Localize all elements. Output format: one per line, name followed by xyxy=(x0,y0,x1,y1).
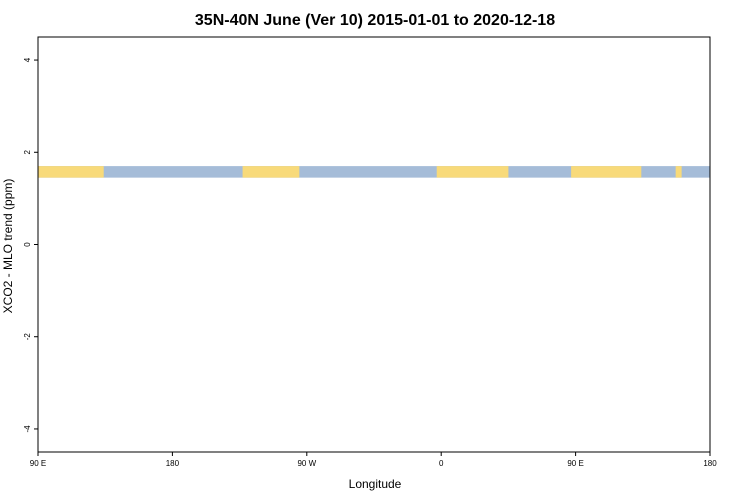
land-segment xyxy=(242,166,300,178)
y-axis-label: XCO2 - MLO trend (ppm) xyxy=(1,179,15,314)
y-tick-label: 0 xyxy=(23,242,32,247)
ocean-band xyxy=(38,166,710,178)
x-tick-label: 180 xyxy=(703,459,717,468)
plot-frame xyxy=(37,36,711,453)
land-segment xyxy=(436,166,509,178)
land-segment xyxy=(38,166,104,178)
x-axis-label: Longitude xyxy=(349,477,402,491)
x-tick-label: 90 E xyxy=(567,459,583,468)
x-tick-label: 90 E xyxy=(30,459,46,468)
y-axis-ticks: -4 -2 0 2 4 xyxy=(23,57,38,433)
land-ocean-band xyxy=(38,166,710,178)
x-axis-ticks: 90 E 180 90 W 0 90 E 180 xyxy=(30,452,717,468)
land-segment xyxy=(571,166,642,178)
y-tick-label: 2 xyxy=(23,150,32,155)
y-tick-label: -2 xyxy=(23,333,32,341)
y-tick-label: 4 xyxy=(23,57,32,62)
land-segment xyxy=(675,166,682,178)
x-tick-label: 180 xyxy=(166,459,180,468)
chart-title: 35N-40N June (Ver 10) 2015-01-01 to 2020… xyxy=(195,12,555,29)
y-tick-label: -4 xyxy=(23,425,32,433)
x-tick-label: 0 xyxy=(439,459,444,468)
x-tick-label: 90 W xyxy=(297,459,316,468)
